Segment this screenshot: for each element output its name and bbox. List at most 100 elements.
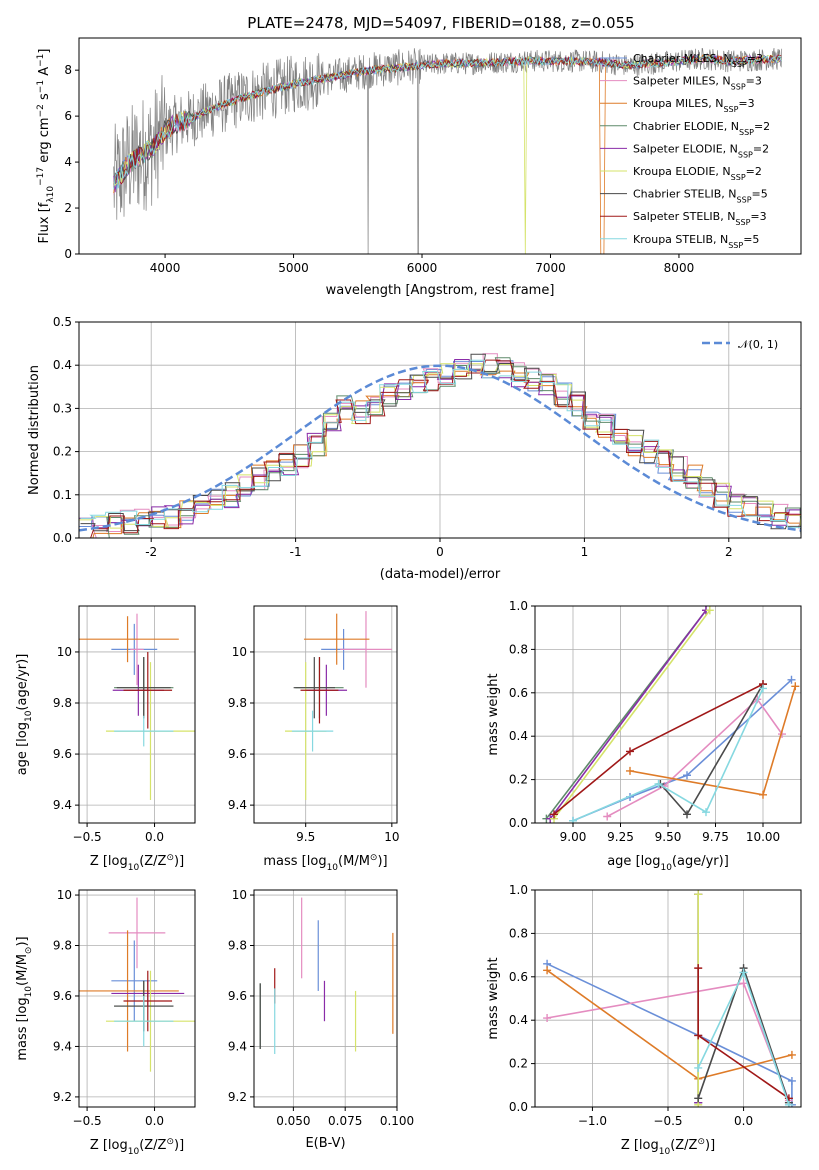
axes-frame	[78, 37, 802, 255]
y-tick-label: 0.2	[509, 1057, 528, 1071]
spectrum-panel: 4000 5000 6000 7000 8000 0 2 4 6 8 wavelength [Ang…	[36, 37, 802, 298]
mass-weight-line	[572, 688, 764, 822]
x-axis-label-part: Z [log	[90, 854, 128, 869]
axes-frame	[253, 889, 398, 1108]
mass-weight-line	[549, 609, 707, 820]
y-tick-label: 9.8	[228, 696, 247, 710]
x-tick-label: 1	[581, 545, 589, 559]
y-tick-label: 8	[64, 63, 72, 77]
y-tick-label: 1.0	[509, 883, 528, 897]
y-tick-label: 9.6	[228, 989, 247, 1003]
legend-entry-count: =2	[753, 142, 769, 155]
residual-histogram	[79, 359, 801, 538]
x-axis-label: E(B-V)	[305, 1136, 345, 1151]
legend-entry: Salpeter STELIB, NSSP=3	[633, 210, 767, 227]
mass-weight-marker	[739, 968, 748, 977]
x-tick-label: -1	[290, 545, 302, 559]
y-axis-label-part: age [log	[15, 722, 30, 775]
mass-weight-line	[546, 963, 793, 1105]
legend-entry: Chabrier STELIB, NSSP=5	[633, 188, 768, 205]
x-tick-label: 0.0	[734, 1114, 753, 1128]
y-axis-label-part: )]	[15, 936, 30, 946]
legend-entry-subscript: SSP	[728, 240, 743, 249]
legend-entry-name: Salpeter STELIB, N	[633, 210, 735, 223]
y-axis-label: mass [log10(M/M⊙)]	[15, 936, 34, 1060]
y-tick-label: 0.2	[509, 773, 528, 787]
legend-entry: Kroupa STELIB, NSSP=5	[633, 233, 759, 250]
mass-weight-marker	[739, 979, 748, 988]
x-tick-label: 6000	[407, 261, 438, 275]
y-tick-label: 9.4	[53, 1039, 72, 1053]
error-bars	[79, 897, 195, 1072]
legend-entry-name: Chabrier MILES, N	[633, 52, 732, 65]
residual-histogram	[79, 357, 801, 538]
y-tick-label: 1.0	[509, 599, 528, 613]
y-axis-label-part: 10	[46, 186, 56, 198]
x-tick-label: 5000	[278, 261, 309, 275]
normal-distribution-curve	[79, 364, 801, 532]
legend-entry-name: Kroupa STELIB, N	[633, 233, 728, 246]
x-axis-label-part: 10	[659, 1147, 671, 1157]
x-axis-label: mass [log10(M/M⊙)]	[263, 853, 387, 873]
histogram-steps	[79, 353, 801, 538]
x-axis-label-part: (Z/Z	[139, 1138, 166, 1153]
mass-weight-marker	[787, 1076, 796, 1085]
legend-entry-subscript: SSP	[735, 218, 750, 227]
x-tick-label: 9.50	[655, 830, 682, 844]
x-axis-label: Z [log10(Z/Z⊙)]	[90, 853, 184, 873]
y-axis-label-part: Flux [f	[37, 202, 52, 243]
y-tick-label: 0.1	[53, 488, 72, 502]
residual-histogram	[79, 370, 801, 538]
legend-entry-subscript: SSP	[723, 105, 738, 114]
y-tick-label: 9.2	[228, 1090, 247, 1104]
mass-weight-marker	[603, 812, 612, 821]
mass-weight-marker	[694, 964, 703, 973]
y-tick-label: 9.6	[53, 747, 72, 761]
massweight-vs-age-panel: 9.00 9.25 9.50 9.75 10.00 0.0 0.2 0.4 0.6 0.8 1.0 a…	[486, 599, 802, 873]
x-axis-label-part: )]	[705, 1138, 715, 1153]
residual-histogram	[79, 363, 801, 529]
y-tick-label: 9.4	[228, 798, 247, 812]
x-tick-label: 0	[436, 545, 444, 559]
residual-histogram	[79, 359, 801, 529]
y-tick-label: 0.5	[53, 315, 72, 329]
y-axis-label: Flux [fλ10−17 erg cm−2 s−1 A−1]	[36, 49, 56, 244]
y-axis-label: mass weight	[486, 673, 501, 755]
legend-entry-subscript: SSP	[739, 127, 754, 136]
x-axis-label-part: )]	[377, 854, 387, 869]
axes-frame	[78, 889, 196, 1108]
error-bars	[259, 897, 394, 1055]
y-tick-label: 0.0	[509, 816, 528, 830]
x-axis-label-part: Z [log	[90, 1138, 128, 1153]
y-tick-label: 9.8	[228, 939, 247, 953]
legend-entry-count: =2	[754, 120, 770, 133]
y-tick-label: 0.6	[509, 970, 528, 984]
spectrum-lines	[113, 47, 783, 254]
legend-entry-name: Chabrier ELODIE, N	[633, 120, 739, 133]
x-tick-label: −0.5	[73, 830, 102, 844]
x-tick-label: −0.5	[653, 1114, 682, 1128]
y-tick-label: 10	[57, 645, 72, 659]
y-axis-label-part: −1	[36, 80, 46, 93]
x-axis-label-part: (age/yr)]	[672, 854, 729, 869]
x-axis-label-part: 10	[660, 863, 672, 873]
residual-histogram	[80, 359, 801, 528]
y-tick-label: 0.2	[53, 445, 72, 459]
x-tick-label: 0.050	[276, 1114, 310, 1128]
y-axis-label-part: s	[37, 93, 52, 104]
y-tick-label: 10	[57, 888, 72, 902]
x-axis-label-part: ⊙	[166, 853, 174, 863]
mass-weight-marker	[787, 1050, 796, 1059]
y-axis-label-part: ]	[37, 49, 52, 54]
mass-weight-marker	[626, 747, 634, 756]
mass-weight-lines	[542, 606, 800, 823]
model-spectrum-line	[113, 54, 782, 190]
massweight-vs-metallicity-panel: −1.0 −0.5 0.0 0.0 0.2 0.4 0.6 0.8 1.0 Z [log10(Z/…	[486, 883, 802, 1157]
mass-weight-line	[553, 609, 711, 820]
legend-entry-count: =3	[750, 210, 766, 223]
y-axis-label-part: A	[37, 67, 52, 80]
x-tick-label: 2	[725, 545, 733, 559]
legend-entry-subscript: SSP	[732, 60, 747, 69]
y-tick-label: 9.8	[53, 696, 72, 710]
